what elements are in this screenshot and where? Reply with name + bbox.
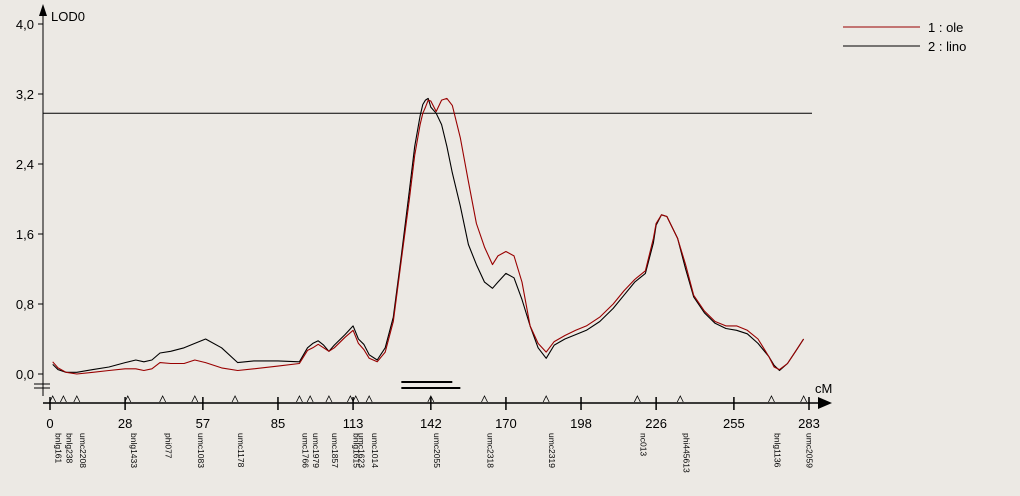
marker-label: bnlg1615 (351, 433, 361, 468)
series-line-ole (52, 97, 805, 375)
legend-label: 2 : lino (928, 39, 966, 54)
marker-label: umc1083 (196, 433, 206, 468)
x-tick-label: 0 (46, 416, 53, 431)
marker-label: umc1857 (330, 433, 340, 468)
marker-label: umc2318 (485, 433, 495, 468)
marker-label: umc2055 (432, 433, 442, 468)
marker-caret (73, 395, 81, 403)
x-tick-label: 226 (645, 416, 667, 431)
marker-caret (306, 395, 314, 403)
marker-caret (231, 395, 239, 403)
y-tick-label: 2,4 (16, 157, 34, 172)
y-tick-label: 0,8 (16, 297, 34, 312)
x-axis-unit: cM (815, 381, 832, 396)
marker-label: bnlg1136 (772, 433, 782, 468)
marker-caret (347, 395, 354, 403)
marker-label: umc2208 (78, 433, 88, 468)
x-tick-label: 198 (570, 416, 592, 431)
y-tick-label: 4,0 (16, 17, 34, 32)
marker-caret (124, 395, 132, 403)
x-tick-label: 283 (798, 416, 820, 431)
y-axis-arrow (39, 4, 47, 16)
marker-caret (159, 395, 167, 403)
x-tick-label: 57 (196, 416, 210, 431)
x-ticks: 0 28 57 85 113 142 170 198 226 255 283 (46, 397, 820, 431)
marker-label: umc2319 (547, 433, 557, 468)
x-tick-label: 170 (495, 416, 517, 431)
confidence-intervals (401, 381, 461, 389)
marker-caret (49, 395, 57, 403)
marker-caret (427, 395, 435, 403)
marker-label: bnlg161 (54, 433, 64, 464)
y-ticks: 0,0 0,8 1,6 2,4 3,2 4,0 (16, 17, 43, 382)
x-tick-label: 85 (271, 416, 285, 431)
marker-label: umc1014 (370, 433, 380, 468)
marker-label: umc2059 (805, 433, 815, 468)
marker-label: umc1178 (236, 433, 246, 468)
x-tick-label: 28 (118, 416, 132, 431)
marker-label: bnlg1433 (129, 433, 139, 468)
marker-caret (296, 395, 303, 403)
marker-caret (365, 395, 373, 403)
marker-caret (633, 395, 641, 403)
marker-caret (191, 395, 199, 403)
marker-labels: bnlg161 bnlg238 umc2208 bnlg1433 phi077 umc10… (49, 395, 815, 473)
x-axis-arrow (818, 397, 832, 409)
x-tick-label: 142 (420, 416, 442, 431)
y-tick-label: 1,6 (16, 227, 34, 242)
marker-caret (325, 395, 333, 403)
x-tick-label: 255 (723, 416, 745, 431)
marker-label: umc1979 (311, 433, 321, 468)
series-line-lino (52, 97, 805, 373)
marker-caret (676, 395, 684, 403)
marker-caret (768, 395, 775, 403)
marker-label: phi445613 (681, 433, 691, 473)
series-lines (52, 97, 805, 375)
legend: 1 : ole 2 : lino (843, 20, 966, 54)
marker-label: umc1766 (300, 433, 310, 468)
marker-caret (800, 395, 807, 403)
marker-caret (542, 395, 550, 403)
marker-caret (481, 395, 488, 403)
y-axis-title: LOD0 (51, 9, 85, 24)
marker-label: umc1623 (357, 433, 367, 468)
x-tick-label: 113 (343, 416, 364, 431)
marker-caret (352, 395, 360, 403)
marker-caret (60, 395, 67, 403)
axes: LOD0 cM (34, 4, 832, 409)
legend-label: 1 : ole (928, 20, 963, 35)
marker-label: bnlg238 (64, 433, 74, 464)
y-tick-label: 0,0 (16, 367, 34, 382)
marker-label: phi077 (164, 433, 174, 459)
y-tick-label: 3,2 (16, 87, 34, 102)
marker-label: nc013 (638, 433, 648, 456)
